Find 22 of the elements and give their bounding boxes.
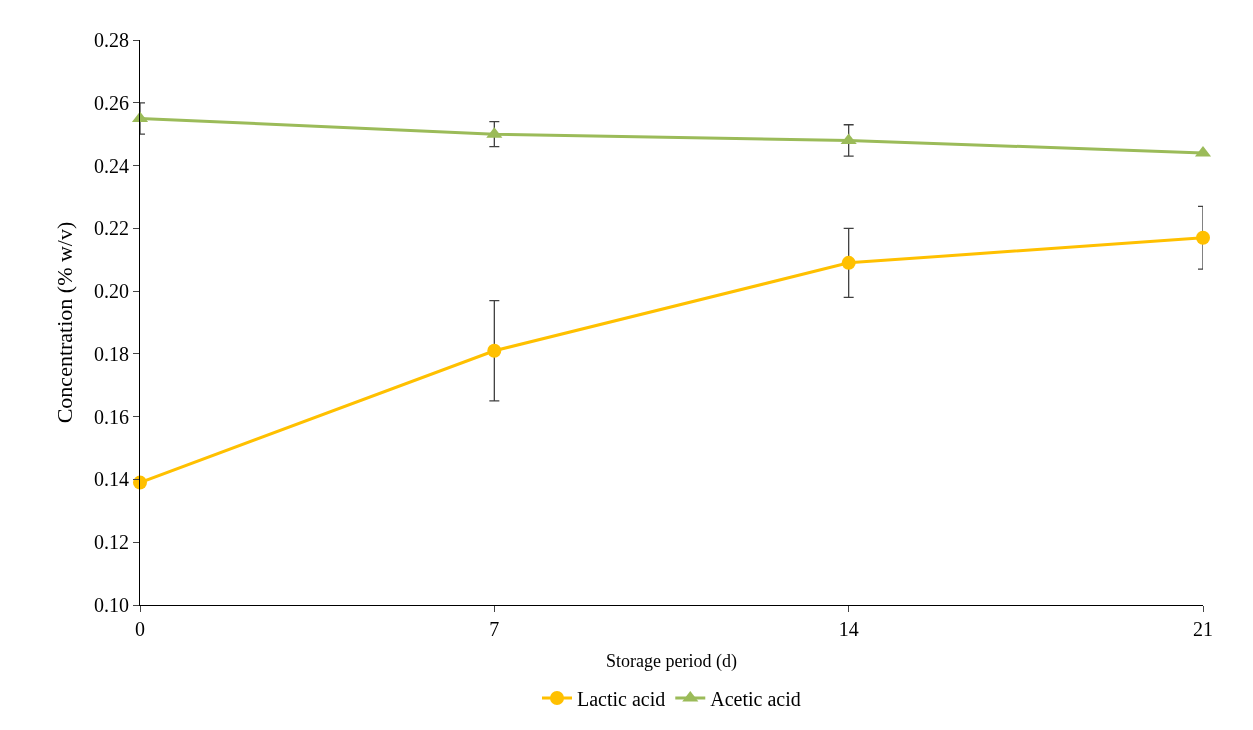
y-tick-label: 0.22 — [94, 217, 129, 240]
y-tick-label: 0.12 — [94, 531, 129, 554]
y-tick-label: 0.26 — [94, 91, 129, 114]
point — [841, 255, 856, 270]
y-tick-label: 0.24 — [94, 154, 129, 177]
y-tick-label: 0.18 — [94, 342, 129, 365]
y-tick-label: 0.16 — [94, 405, 129, 428]
x-tick-label: 0 — [135, 618, 145, 640]
legend-label: Acetic acid — [710, 687, 801, 710]
y-tick-label: 0.14 — [94, 468, 129, 491]
point — [1196, 230, 1210, 245]
y-tick-label: 0.28 — [94, 29, 129, 51]
point — [487, 343, 502, 358]
y-tick-label: 0.20 — [94, 280, 129, 303]
y-axis-title: Concentration (% w/v) — [51, 221, 77, 424]
y-tick-label: 0.10 — [94, 594, 129, 616]
x-tick-label: 21 — [1193, 618, 1213, 640]
legend-label: Lactic acid — [577, 687, 666, 710]
x-tick-label: 14 — [838, 618, 859, 640]
x-axis-title: Storage period (d) — [606, 651, 737, 673]
point — [133, 475, 147, 490]
x-tick-label: 7 — [489, 618, 500, 640]
